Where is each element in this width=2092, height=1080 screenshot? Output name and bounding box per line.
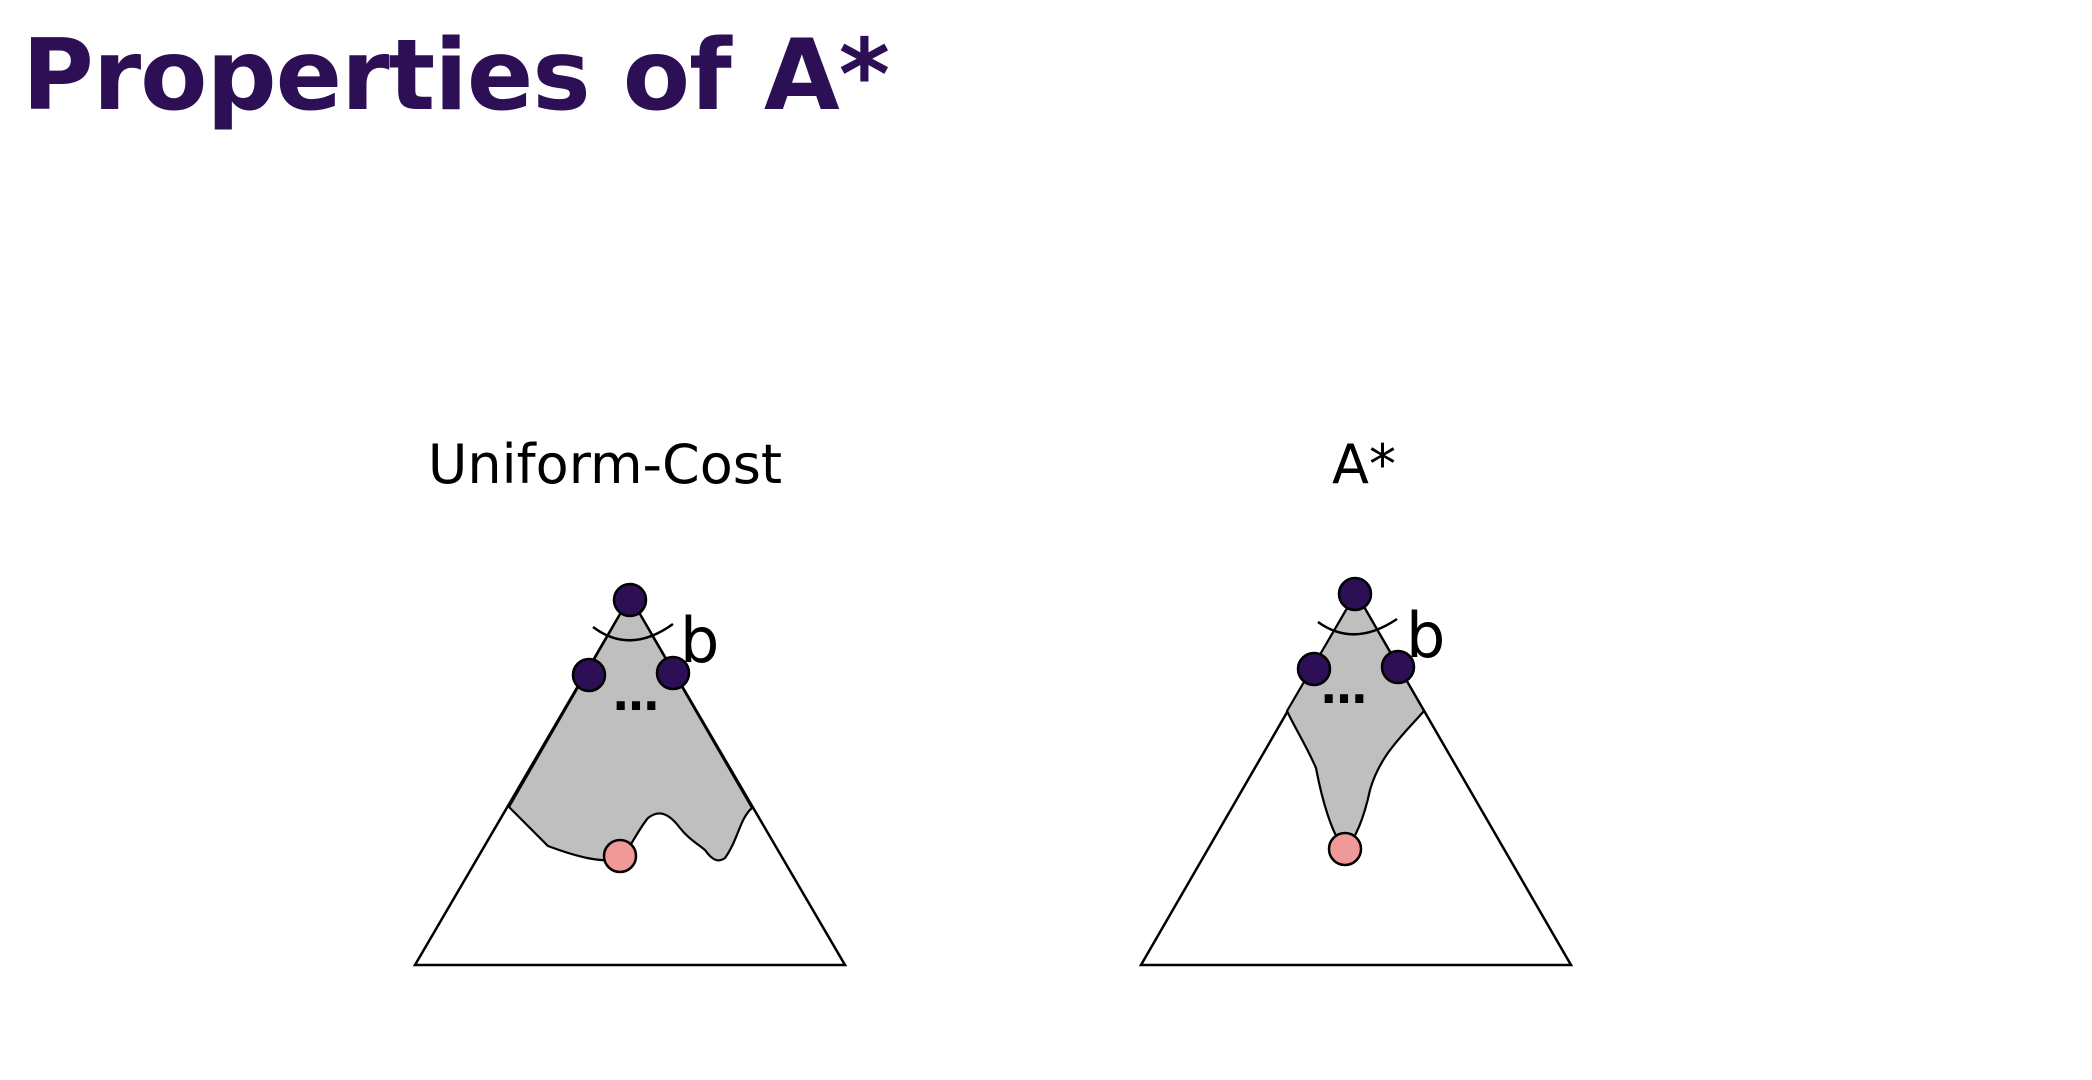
uniform-cost-right-child-node: [655, 655, 691, 691]
uniform-cost-root-node: [612, 582, 648, 618]
a-star-right-child-node: [1380, 649, 1416, 685]
a-star-left-child-node: [1296, 651, 1332, 687]
uniform-cost-label: Uniform-Cost: [428, 433, 782, 496]
uniform-cost-ellipsis: …: [613, 667, 659, 721]
uniform-cost-branching-factor-label: b: [680, 604, 719, 677]
a-star-ellipsis: …: [1321, 660, 1367, 714]
slide-title: Properties of A*: [22, 19, 890, 133]
a-star-root-node: [1337, 576, 1373, 612]
a-star-branching-factor-label: b: [1406, 599, 1445, 672]
uniform-cost-branching-arc: [592, 622, 674, 642]
uniform-cost-goal-node: [602, 838, 638, 874]
a-star-diagram: A* b …: [1138, 433, 1574, 967]
uniform-cost-diagram: Uniform-Cost b …: [412, 433, 848, 967]
uniform-cost-left-child-node: [571, 657, 607, 693]
a-star-label: A*: [1332, 433, 1396, 496]
a-star-branching-arc: [1317, 617, 1398, 636]
a-star-goal-node: [1327, 831, 1363, 867]
